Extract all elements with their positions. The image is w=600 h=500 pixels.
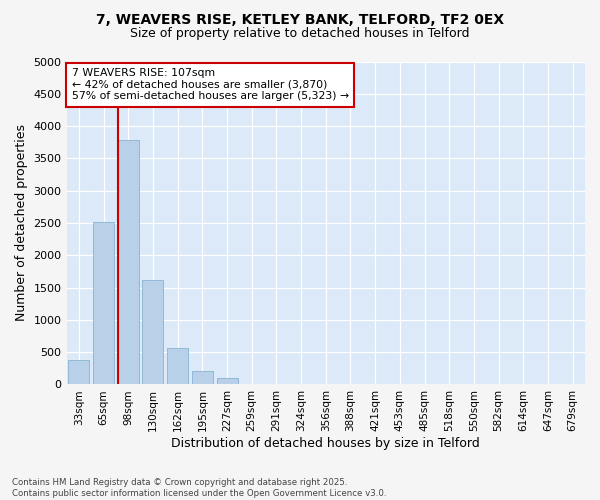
Text: Size of property relative to detached houses in Telford: Size of property relative to detached ho…: [130, 28, 470, 40]
Text: Contains HM Land Registry data © Crown copyright and database right 2025.
Contai: Contains HM Land Registry data © Crown c…: [12, 478, 386, 498]
Bar: [217, 378, 238, 384]
Bar: [167, 348, 188, 384]
Bar: [118, 140, 139, 384]
X-axis label: Distribution of detached houses by size in Telford: Distribution of detached houses by size …: [172, 437, 480, 450]
Y-axis label: Number of detached properties: Number of detached properties: [15, 124, 28, 322]
Text: 7, WEAVERS RISE, KETLEY BANK, TELFORD, TF2 0EX: 7, WEAVERS RISE, KETLEY BANK, TELFORD, T…: [96, 12, 504, 26]
Bar: [68, 360, 89, 384]
Bar: [192, 371, 213, 384]
Text: 7 WEAVERS RISE: 107sqm
← 42% of detached houses are smaller (3,870)
57% of semi-: 7 WEAVERS RISE: 107sqm ← 42% of detached…: [72, 68, 349, 101]
Bar: [93, 222, 114, 384]
Bar: [142, 280, 163, 384]
